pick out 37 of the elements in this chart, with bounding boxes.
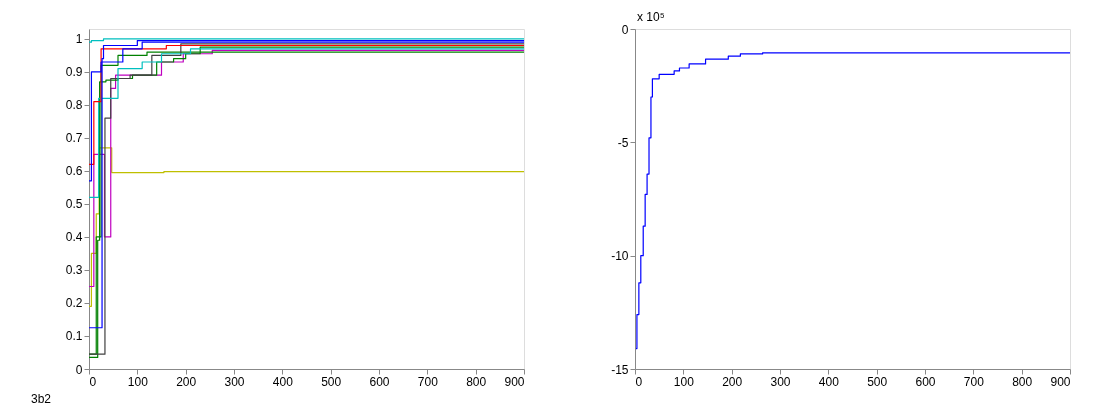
- y-tick-label: 0.2: [65, 296, 83, 311]
- x-tick-label: 300: [224, 374, 245, 389]
- x-tick-label: 400: [272, 374, 294, 389]
- x-tick-label: 500: [321, 374, 342, 389]
- y-tick-label: 0: [621, 22, 629, 37]
- x-tick-label: 800: [466, 374, 487, 389]
- x-tick-label: 200: [176, 374, 197, 389]
- x-tick-label: 700: [417, 374, 439, 389]
- y-tick-label: 0.4: [65, 230, 83, 245]
- y-tick-label: 0.1: [65, 329, 83, 344]
- y-tick-label: 0.5: [65, 197, 83, 212]
- y-tick-label: -10: [611, 249, 629, 264]
- x-tick-label: 100: [127, 374, 149, 389]
- y-tick-label: 0.7: [65, 131, 83, 146]
- x-tick-label: 300: [770, 374, 791, 389]
- y-tick-label: -15: [611, 362, 629, 377]
- y-tick-label: 0.6: [65, 164, 83, 179]
- y-tick-label: 0: [75, 362, 83, 377]
- x-tick-label: 800: [1012, 374, 1033, 389]
- y-tick-label: 0.8: [65, 98, 83, 113]
- x-tick-label: 100: [673, 374, 695, 389]
- x-tick-label: 400: [818, 374, 840, 389]
- y-tick-label: 1: [75, 32, 83, 47]
- x-tick-label: 700: [963, 374, 985, 389]
- x-tick-label: 0: [635, 374, 643, 389]
- x-tick-label: 900: [504, 374, 525, 389]
- text: x 10⁵: [637, 10, 665, 24]
- x-tick-label: 900: [1050, 374, 1071, 389]
- y-tick-label: 0.9: [65, 65, 83, 80]
- x-tick-label: 200: [722, 374, 743, 389]
- x-tick-label: 0: [89, 374, 97, 389]
- y-tick-label: 0.3: [65, 263, 83, 278]
- text: 3b2: [31, 392, 52, 406]
- x-tick-label: 600: [369, 374, 390, 389]
- x-tick-label: 600: [915, 374, 936, 389]
- y-tick-label: -5: [617, 135, 629, 150]
- x-tick-label: 500: [867, 374, 888, 389]
